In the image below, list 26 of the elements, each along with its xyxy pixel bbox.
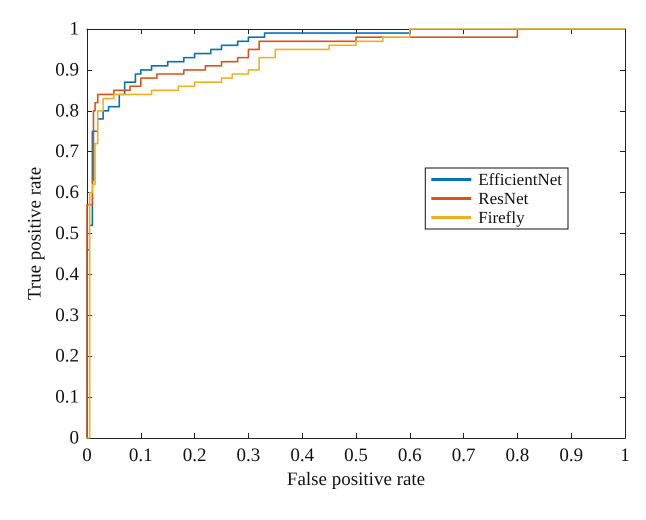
x-tick-label: 0.2 [182,445,206,466]
y-tick-label: 0.9 [55,59,79,80]
x-axis-title: False positive rate [286,468,426,490]
y-tick-label: 0.4 [55,264,80,285]
legend-label: EfficientNet [478,170,562,189]
x-tick-label: 0.6 [398,445,422,466]
y-tick-label: 0.7 [55,141,79,162]
y-tick-label: 0.1 [55,386,79,408]
x-tick-label: 0.8 [506,445,530,466]
x-tick-label: 0.9 [559,445,584,466]
x-tick-label: 0.7 [452,445,476,466]
y-tick-label: 0.5 [55,223,79,244]
y-tick-label: 0.3 [55,304,79,326]
y-axis-title: True positive rate [24,166,46,300]
x-tick-label: 1 [620,445,630,466]
y-tick-label: 0.8 [55,100,79,122]
x-tick-label: 0.5 [344,445,368,466]
y-tick-label: 0.2 [55,346,79,367]
y-tick-label: 1 [70,18,79,40]
y-tick-label: 0.6 [55,182,79,204]
x-tick-label: 0.3 [236,445,260,466]
y-tick-label: 0 [70,428,79,448]
legend-label: ResNet [478,189,529,208]
legend-label: Firefly [478,208,526,227]
x-tick-label: 0.1 [128,445,153,466]
x-tick-label: 0.4 [290,445,315,466]
